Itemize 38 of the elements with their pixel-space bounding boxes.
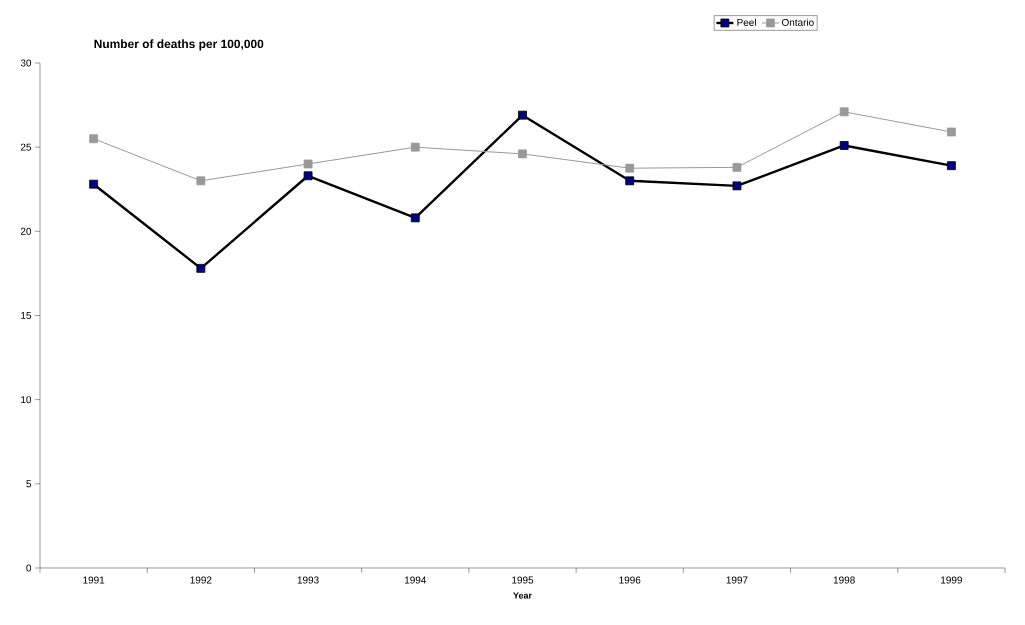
x-tick-label: 1995: [512, 576, 534, 584]
x-tick-label: 1991: [83, 576, 105, 584]
point: [89, 134, 99, 144]
point: [89, 179, 99, 189]
point: [196, 176, 206, 186]
point: [196, 263, 206, 273]
x-tick-label: 1996: [619, 576, 641, 584]
y-tick-label: 25: [20, 143, 32, 151]
point: [947, 127, 956, 137]
point: [625, 176, 635, 186]
x-tick-label: 1999: [941, 576, 963, 584]
y-tick-label: 0: [26, 564, 32, 572]
point: [839, 107, 849, 117]
point: [518, 149, 527, 159]
legend-label: Ontario: [781, 18, 814, 26]
y-tick-label: 10: [21, 396, 32, 404]
y-tick-label: 30: [20, 59, 32, 67]
legend-label: Peel: [737, 18, 756, 26]
point: [732, 162, 742, 172]
y-tick-label: 5: [26, 480, 32, 488]
point: [839, 141, 849, 150]
x-tick-label: 1993: [297, 576, 319, 584]
point: [303, 159, 313, 169]
chart-title: Number of deaths per 100,000: [94, 39, 264, 51]
point: [625, 163, 635, 173]
point: [410, 142, 420, 152]
x-tick-label: 1997: [726, 576, 748, 584]
x-axis-title: Year: [513, 592, 532, 599]
point: [303, 171, 313, 181]
x-tick-label: 1998: [833, 576, 855, 584]
point: [947, 161, 956, 171]
point: [410, 213, 420, 223]
point: [518, 110, 527, 120]
y-tick-label: 15: [21, 312, 32, 319]
x-tick-label: 1994: [404, 576, 427, 584]
x-tick-label: 1992: [190, 576, 212, 584]
y-tick-label: 20: [20, 227, 32, 235]
point: [732, 181, 742, 191]
